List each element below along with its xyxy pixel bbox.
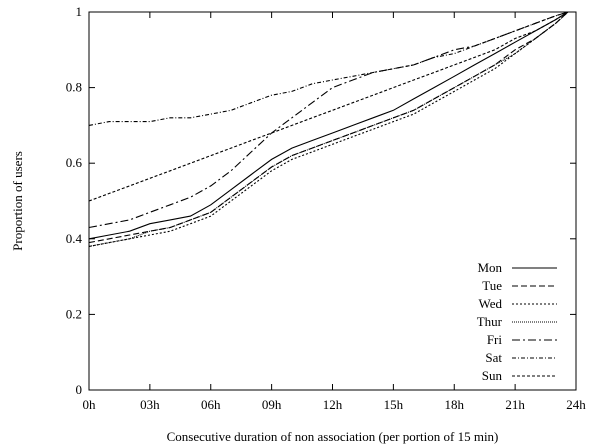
legend: Mon Tue Wed Thur Fri Sat Sun (477, 260, 557, 383)
legend-label-wed: Wed (479, 296, 503, 311)
x-tick-label: 12h (323, 397, 343, 412)
series-fri (88, 11, 569, 229)
y-tick-label: 0 (76, 382, 83, 397)
y-axis-label: Proportion of users (10, 151, 25, 251)
legend-label-sun: Sun (482, 368, 503, 383)
x-tick-label: 21h (505, 397, 525, 412)
legend-label-fri: Fri (487, 332, 503, 347)
x-axis-label: Consecutive duration of non association … (167, 429, 499, 444)
x-tick-label: 0h (83, 397, 97, 412)
series-group (88, 11, 569, 247)
series-mon (88, 11, 569, 240)
y-tick-label: 0.6 (66, 155, 83, 170)
y-tick-label: 0.4 (66, 231, 83, 246)
x-tick-label: 09h (262, 397, 282, 412)
y-axis: 0 0.2 0.4 0.6 0.8 1 (66, 4, 576, 397)
y-tick-label: 1 (76, 4, 83, 19)
plot-area (88, 11, 577, 391)
series-sat (88, 11, 569, 126)
series-tue (88, 11, 569, 244)
x-tick-label: 18h (445, 397, 465, 412)
x-tick-label: 24h (566, 397, 586, 412)
series-thur (88, 11, 569, 247)
y-tick-label: 0.8 (66, 80, 82, 95)
legend-label-thur: Thur (477, 314, 503, 329)
legend-label-sat: Sat (485, 350, 502, 365)
series-wed (88, 11, 569, 247)
series-sun (88, 11, 569, 202)
legend-label-tue: Tue (482, 278, 502, 293)
x-tick-label: 15h (384, 397, 404, 412)
x-tick-label: 06h (201, 397, 221, 412)
x-axis: 0h 03h 06h 09h 12h 15h 18h 21h 24h (83, 12, 586, 412)
plot-frame (88, 11, 577, 391)
y-tick-label: 0.2 (66, 306, 82, 321)
x-tick-label: 03h (140, 397, 160, 412)
legend-label-mon: Mon (477, 260, 502, 275)
